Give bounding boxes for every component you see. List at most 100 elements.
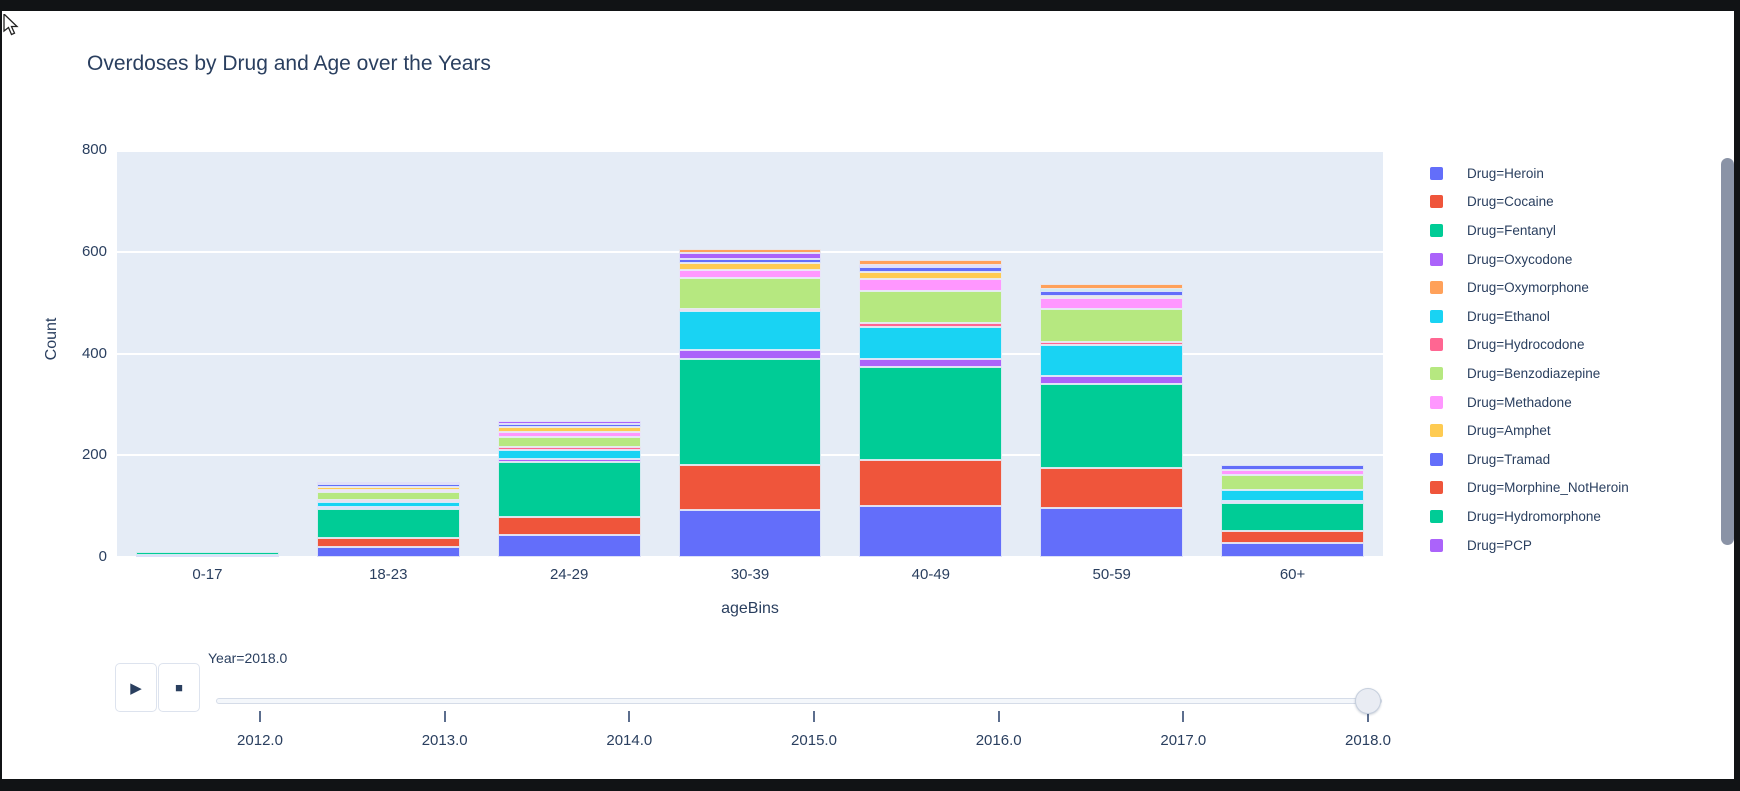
bar-segment [1221,469,1364,476]
slider-tick-label[interactable]: 2013.0 [421,732,468,749]
legend-swatch-icon [1430,309,1443,323]
bar-segment [1040,284,1184,289]
legend-item-label: Drug=Methadone [1467,394,1572,410]
bar-segment [859,359,1003,367]
bar-24-29 [497,420,641,557]
bar-segment [497,420,641,424]
legend-item[interactable]: Drug=Heroin [1430,159,1629,188]
legend-item[interactable]: Drug=Morphine_NotHeroin [1430,474,1629,503]
slider-tick-mark [813,711,815,722]
bar-segment [497,431,641,437]
legend-item-label: Drug=Amphet [1467,423,1551,439]
legend-item[interactable]: Drug=Oxymorphone [1430,273,1629,302]
slider-track[interactable] [216,698,1382,704]
slider-tick-label[interactable]: 2018.0 [1345,732,1391,749]
legend-swatch-icon [1430,223,1443,237]
bar-segment [859,460,1003,507]
window-border-left [0,0,2,791]
legend-item[interactable]: Drug=Methadone [1430,388,1629,417]
slider-tick-mark [1182,711,1185,722]
bar-segment [316,538,460,548]
legend-item-label: Drug=Benzodiazepine [1467,365,1601,381]
bar-segment [316,509,460,539]
bar-segment [316,489,460,492]
bar-0-17 [135,552,279,557]
bar-segment [678,311,822,351]
legend-item[interactable]: Drug=Oxycodone [1430,245,1629,274]
bar-segment [316,484,460,487]
bar-segment [1221,464,1364,470]
legend-item[interactable]: Drug=PCP [1430,531,1629,560]
legend-item-label: Drug=Tramad [1467,451,1551,467]
bar-segment [1221,500,1364,504]
mouse-cursor-icon [3,14,19,36]
legend-swatch-icon [1430,538,1443,552]
bar-40-49 [859,260,1003,557]
bar-segment [1040,291,1184,296]
legend-swatch-icon [1430,395,1443,409]
bar-segment [678,308,822,312]
slider-tick-mark [259,711,261,722]
bar-60+ [1221,464,1364,557]
y-tick-label: 800 [81,141,107,158]
legend-item[interactable]: Drug=Hydrocodone [1430,331,1629,360]
x-tick-label: 24-29 [549,566,589,583]
stop-icon: ■ [175,680,183,695]
x-tick-label: 60+ [1279,566,1306,583]
bar-segment [1040,295,1184,299]
y-tick-label: 0 [98,548,107,565]
x-tick-label: 0-17 [192,566,223,583]
legend-item-label: Drug=Oxymorphone [1467,280,1589,296]
slider-tick-label[interactable]: 2012.0 [237,732,283,749]
x-tick-label: 50-59 [1092,566,1131,583]
legend-item[interactable]: Drug=Hydromorphone [1430,502,1629,531]
slider-tick-label[interactable]: 2015.0 [791,732,837,749]
stop-button[interactable]: ■ [158,663,200,712]
legend-item[interactable]: Drug=Tramad [1430,445,1629,474]
legend-item[interactable]: Drug=Ethanol [1430,302,1629,331]
slider-handle[interactable] [1355,688,1381,714]
legend-item[interactable]: Drug=Benzodiazepine [1430,359,1629,388]
bar-segment [316,487,460,490]
bar-segment [135,552,279,555]
bar-segment [1040,384,1184,468]
legend-item[interactable]: Drug=Cocaine [1430,188,1629,217]
bar-segment [316,547,460,557]
bar-segment [678,358,822,465]
bar-segment [1040,308,1184,343]
y-tick-label: 600 [81,242,107,260]
slider-tick-label[interactable]: 2014.0 [606,732,653,749]
bar-segment [1040,375,1184,385]
bar-segment [859,271,1003,280]
legend-swatch-icon [1430,424,1443,438]
play-button[interactable]: ▶ [115,663,157,712]
slider-tick-label[interactable]: 2016.0 [975,732,1022,749]
x-tick-label: 30-39 [730,566,770,583]
slider-tick-mark [628,711,631,722]
legend-item[interactable]: Drug=Amphet [1430,416,1629,445]
bar-segment [1221,543,1364,557]
legend-item-label: Drug=PCP [1467,537,1532,553]
bar-segment [1040,342,1184,345]
bar-segment [678,262,822,270]
bar-segment [1040,288,1184,292]
window-border-top [0,0,1740,11]
y-tick-label: 200 [81,446,107,464]
scrollbar-thumb[interactable] [1721,158,1734,545]
bar-segment [859,322,1003,327]
legend-item[interactable]: Drug=Fentanyl [1430,216,1629,245]
bar-segment [1040,467,1184,508]
legend-swatch-icon [1430,366,1443,380]
x-tick-label: 40-49 [911,566,951,583]
bar-30-39 [678,249,822,557]
bar-segment [316,492,460,500]
bar-segment [678,253,822,259]
y-tick-label: 400 [81,344,107,362]
legend-swatch-icon [1430,166,1443,180]
bar-segment [316,499,460,503]
legend-item-label: Drug=Morphine_NotHeroin [1467,480,1629,496]
slider-tick-label[interactable]: 2017.0 [1160,732,1207,749]
bar-segment [859,290,1003,323]
x-tick-label: 18-23 [369,566,408,583]
